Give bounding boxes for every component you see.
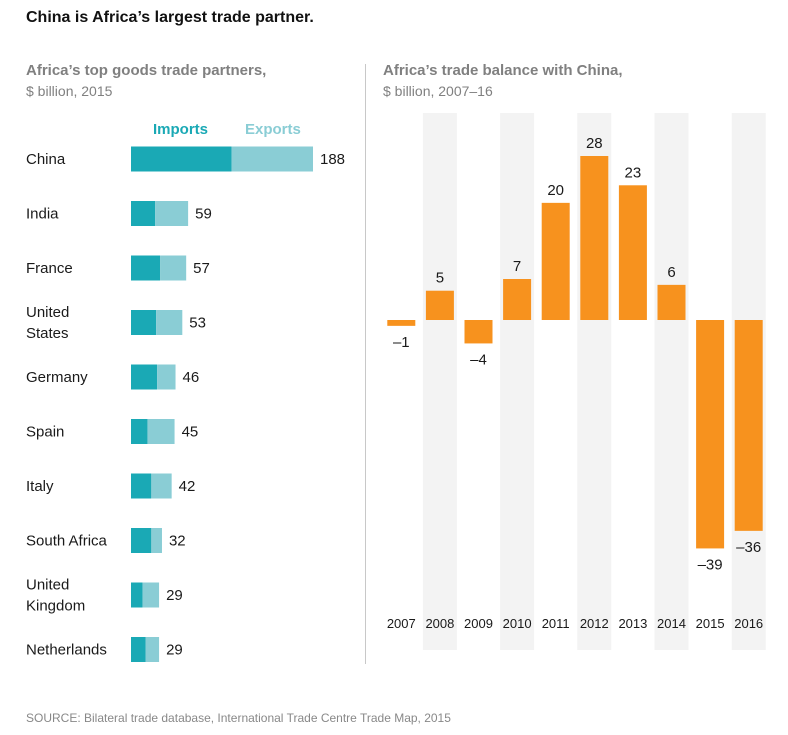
total-value-label: 42 [179,478,196,495]
balance-value-label: 20 [547,182,564,199]
partner-label: Netherlands [26,642,107,659]
total-value-label: 29 [166,587,183,604]
imports-bar [131,419,148,444]
exports-bar [142,582,160,608]
balance-bar [657,284,686,320]
balance-bar [387,320,416,326]
total-value-label: 45 [182,424,199,441]
imports-bar [131,473,152,499]
partner-label: India [26,206,59,223]
partner-label: South Africa [26,533,108,550]
page-title: China is Africa’s largest trade partner. [26,9,314,26]
right-panel-title: Africa’s trade balance with China, [383,62,623,79]
balance-value-label: 7 [513,258,521,275]
partner-label: Germany [26,369,88,386]
total-value-label: 57 [193,260,210,277]
year-tick-label: 2012 [580,616,609,631]
exports-bar [155,201,189,226]
balance-value-label: 6 [667,264,675,281]
balance-bar [696,320,725,549]
imports-bar [131,582,143,608]
partner-label: Spain [26,424,64,441]
exports-bar [147,419,175,444]
exports-bar [151,473,172,499]
imports-bar [131,201,156,226]
balance-value-label: –1 [393,334,410,351]
balance-value-label: 28 [586,135,603,152]
right-panel-subtitle: $ billion, 2007–16 [383,83,493,99]
total-value-label: 188 [320,151,345,168]
legend-exports: Exports [245,121,301,138]
total-value-label: 46 [183,369,200,386]
total-value-label: 59 [195,206,212,223]
year-tick-label: 2014 [657,616,686,631]
exports-bar [156,310,183,335]
year-tick-label: 2010 [503,616,532,631]
column-band [654,113,689,650]
balance-value-label: 23 [625,164,642,181]
balance-bar [618,185,647,320]
partner-label: United States [26,304,69,342]
balance-bar [425,290,454,320]
exports-bar [160,255,187,281]
imports-bar [131,637,146,662]
exports-bar [145,637,160,662]
imports-bar [131,310,157,335]
balance-bar [580,156,609,320]
year-tick-label: 2007 [387,616,416,631]
balance-bar [734,320,763,531]
total-value-label: 29 [166,642,183,659]
left-panel-title: Africa’s top goods trade partners, [26,62,267,79]
balance-bar [464,320,493,344]
partner-label: China [26,151,66,168]
exports-bar [151,528,162,553]
year-tick-label: 2011 [542,616,570,631]
column-band [500,113,535,650]
total-value-label: 32 [169,533,186,550]
balance-bar [541,202,570,320]
balance-value-label: 5 [436,270,444,287]
year-tick-label: 2013 [618,616,647,631]
panel-divider [365,64,366,664]
partner-label: Italy [26,478,54,495]
partner-label: United Kingdom [26,577,85,615]
exports-bar [157,364,176,390]
imports-bar [131,255,161,281]
year-tick-label: 2009 [464,616,493,631]
year-tick-label: 2008 [425,616,454,631]
year-tick-label: 2015 [696,616,725,631]
imports-bar [131,146,232,172]
balance-bar [503,279,532,320]
year-tick-label: 2016 [734,616,763,631]
balance-value-label: –4 [470,351,487,368]
source-note: SOURCE: Bilateral trade database, Intern… [26,711,451,725]
column-band [422,113,457,650]
balance-value-label: –39 [698,556,723,573]
exports-bar [231,146,313,172]
imports-bar [131,528,152,553]
partner-label: France [26,260,73,277]
balance-value-label: –36 [736,539,761,556]
total-value-label: 53 [189,315,206,332]
left-panel-subtitle: $ billion, 2015 [26,83,113,99]
legend-imports: Imports [153,121,209,138]
imports-bar [131,364,158,390]
